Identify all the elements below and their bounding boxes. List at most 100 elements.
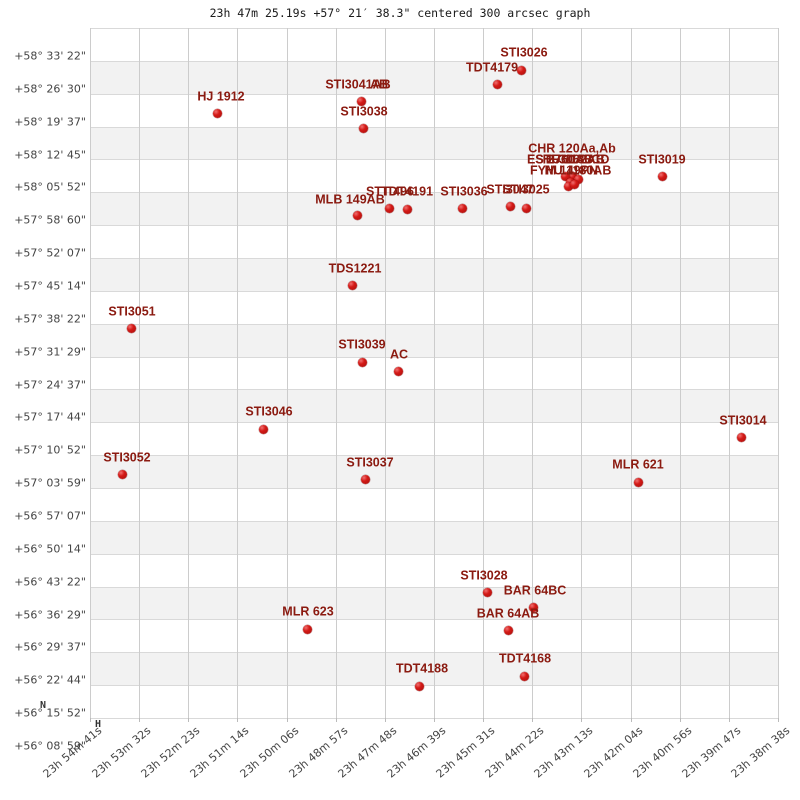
star-marker[interactable] bbox=[516, 65, 526, 75]
star-marker[interactable] bbox=[414, 681, 424, 691]
y-axis-tick-label: +57° 10' 52" bbox=[14, 443, 86, 457]
gridline-vertical bbox=[139, 28, 141, 718]
star-marker[interactable] bbox=[360, 474, 370, 484]
star-marker[interactable] bbox=[457, 203, 467, 213]
gridline-vertical bbox=[90, 28, 91, 718]
star-label: STI3038 bbox=[340, 104, 388, 119]
star-label: HU 1180CD bbox=[542, 152, 610, 167]
star-marker[interactable] bbox=[519, 671, 529, 681]
star-marker[interactable] bbox=[212, 108, 222, 118]
star-label: STI3028 bbox=[460, 568, 508, 583]
star-marker[interactable] bbox=[560, 171, 570, 181]
star-marker[interactable] bbox=[528, 602, 538, 612]
star-marker[interactable] bbox=[736, 432, 746, 442]
star-label: FYM 149PN bbox=[529, 163, 599, 178]
star-label: ES 2760AB bbox=[526, 152, 594, 167]
y-axis-tick-label: +58° 33' 22" bbox=[14, 49, 86, 63]
y-axis-declination: +58° 33' 22" +58° 26' 30" +58° 19' 37" +58°… bbox=[0, 28, 86, 753]
x-axis-tick-mark bbox=[483, 718, 485, 722]
star-label: STF3062AB bbox=[535, 152, 605, 167]
plot-area: HJ 1912 STI3041AB AB STI3038 STI3026 TDT4179 C… bbox=[90, 28, 779, 719]
data-points bbox=[90, 28, 778, 718]
y-axis-tick-label: +57° 03' 59" bbox=[14, 476, 86, 490]
x-axis-tick-mark bbox=[679, 718, 681, 722]
y-axis-tick-label: +56° 22' 44" bbox=[14, 673, 86, 687]
star-marker[interactable] bbox=[569, 179, 579, 189]
gridline-vertical bbox=[434, 28, 435, 718]
star-label: STI3036 bbox=[440, 184, 488, 199]
y-axis-tick-label: +58° 19' 37" bbox=[14, 115, 86, 129]
star-marker[interactable] bbox=[402, 204, 412, 214]
star-label: AC bbox=[389, 347, 409, 362]
star-marker[interactable] bbox=[347, 280, 357, 290]
star-marker[interactable] bbox=[356, 96, 366, 106]
x-axis-tick-mark bbox=[630, 718, 632, 722]
star-marker[interactable] bbox=[573, 174, 583, 184]
x-axis-tick-mark bbox=[90, 718, 91, 722]
star-label: STI3051 bbox=[108, 304, 156, 319]
star-label: STI3046 bbox=[245, 404, 293, 419]
star-marker[interactable] bbox=[302, 624, 312, 634]
star-label: STI3025 bbox=[502, 182, 550, 197]
gridline-vertical bbox=[188, 28, 190, 718]
star-label: STI3014 bbox=[719, 413, 767, 428]
y-axis-tick-label: +57° 24' 37" bbox=[14, 378, 86, 392]
star-marker[interactable] bbox=[482, 587, 492, 597]
gridlines bbox=[90, 28, 779, 719]
gridline-vertical bbox=[483, 28, 485, 718]
y-axis-tick-label: +58° 05' 52" bbox=[14, 180, 86, 194]
star-marker[interactable] bbox=[126, 323, 136, 333]
star-marker[interactable] bbox=[393, 366, 403, 376]
gridline-vertical bbox=[728, 28, 730, 718]
star-label: BAR 64AB bbox=[476, 606, 540, 621]
y-axis-tick-label: +57° 31' 29" bbox=[14, 345, 86, 359]
star-label: STT 496 bbox=[366, 184, 414, 199]
star-marker[interactable] bbox=[505, 201, 515, 211]
star-marker[interactable] bbox=[657, 171, 667, 181]
star-label: MLR 623 bbox=[282, 604, 334, 619]
star-label: TDT4168 bbox=[498, 651, 552, 666]
x-axis-tick-mark bbox=[778, 718, 779, 722]
dec-axis-marker: N bbox=[40, 700, 47, 711]
x-axis-tick-mark bbox=[434, 718, 435, 722]
star-label: STI3026 bbox=[500, 45, 548, 60]
star-marker[interactable] bbox=[521, 203, 531, 213]
x-axis-tick-mark bbox=[384, 718, 386, 722]
star-marker[interactable] bbox=[492, 79, 502, 89]
star-marker[interactable] bbox=[633, 477, 643, 487]
x-axis-tick-mark bbox=[532, 718, 534, 722]
y-axis-tick-label: +56° 29' 37" bbox=[14, 640, 86, 654]
y-axis-tick-label: +57° 17' 44" bbox=[14, 410, 86, 424]
star-label: TDT4179 bbox=[465, 60, 519, 75]
gridline-vertical bbox=[335, 28, 337, 718]
gridline-vertical bbox=[778, 28, 779, 718]
star-label: TDT4191 bbox=[380, 184, 434, 199]
star-label: STI3047 bbox=[486, 182, 534, 197]
star-marker[interactable] bbox=[563, 181, 573, 191]
star-marker[interactable] bbox=[503, 625, 513, 635]
star-label: MLR 621 bbox=[612, 457, 664, 472]
gridline-vertical bbox=[581, 28, 583, 718]
star-label: HU 1180AB bbox=[544, 163, 612, 178]
ra-axis-marker: H bbox=[95, 719, 102, 730]
x-axis-tick-mark bbox=[728, 718, 730, 722]
star-label: TDT4188 bbox=[395, 661, 449, 676]
star-marker[interactable] bbox=[258, 424, 268, 434]
star-marker[interactable] bbox=[352, 210, 362, 220]
x-axis-right-ascension: 23h 54m 41s 23h 53m 32s 23h 52m 23s 23h 51m… bbox=[41, 718, 800, 800]
x-axis-tick-mark bbox=[581, 718, 583, 722]
x-axis-tick-mark bbox=[335, 718, 337, 722]
star-label: STI3019 bbox=[638, 152, 686, 167]
star-marker[interactable] bbox=[357, 357, 367, 367]
y-axis-tick-label: +58° 12' 45" bbox=[14, 148, 86, 162]
star-marker[interactable] bbox=[567, 171, 577, 181]
star-marker[interactable] bbox=[384, 203, 394, 213]
gridline-vertical bbox=[630, 28, 632, 718]
x-axis-tick-mark bbox=[139, 718, 141, 722]
gridline-vertical bbox=[679, 28, 681, 718]
gridline-vertical bbox=[384, 28, 386, 718]
y-axis-tick-label: +57° 58' 60" bbox=[14, 213, 86, 227]
star-marker[interactable] bbox=[358, 123, 368, 133]
star-marker[interactable] bbox=[117, 469, 127, 479]
